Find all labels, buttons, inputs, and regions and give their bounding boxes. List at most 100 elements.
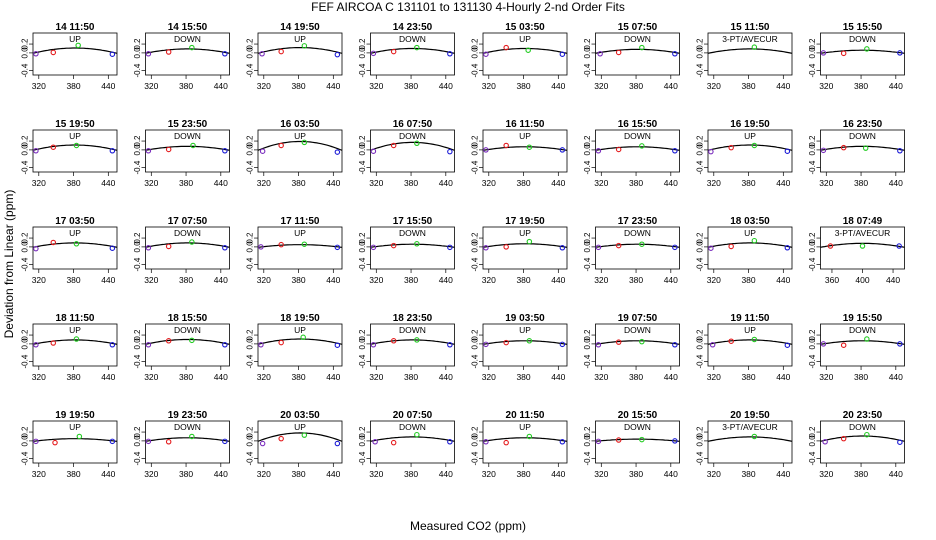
panel-frame <box>32 420 118 464</box>
data-point-top <box>334 149 341 155</box>
data-point-top <box>897 341 903 347</box>
panel-frame <box>370 129 455 173</box>
fit-curve <box>370 47 455 54</box>
data-point-low <box>820 147 827 154</box>
y-tick-label: 0.0 <box>133 241 142 253</box>
data-point-top <box>784 342 791 348</box>
data-point-high <box>864 46 870 52</box>
panel-frame <box>820 129 905 173</box>
data-point-high <box>639 436 645 443</box>
panel-frame <box>257 226 343 270</box>
panel-title: 14 19:50 <box>280 22 320 33</box>
data-point-mid <box>165 49 172 55</box>
x-tick-label: 380 <box>66 178 80 188</box>
y-tick-label: -0.4 <box>471 354 480 368</box>
y-tick-label: -0.4 <box>21 63 30 77</box>
data-point-high <box>414 431 420 438</box>
data-point-low <box>820 50 827 56</box>
y-tick-label: -0.4 <box>358 63 367 77</box>
x-tick-label: 440 <box>664 275 678 285</box>
panel-title: 20 23:50 <box>843 410 883 421</box>
fit-curve <box>145 145 230 151</box>
panel-label: UP <box>744 228 756 238</box>
panel-label: 3-PT/AVECUR <box>722 34 778 44</box>
y-tick-label: 0.0 <box>246 338 255 350</box>
data-point-low <box>33 342 39 348</box>
y-tick-label: 0.0 <box>246 435 255 447</box>
panel-39: 20 19:503-PT/AVECUR -0.4 0.00.2 320 380 440 <box>696 410 793 479</box>
data-point-mid <box>390 142 397 149</box>
x-tick-label: 380 <box>741 469 755 479</box>
data-point-low <box>145 438 152 445</box>
panel-title: 17 19:50 <box>505 216 545 227</box>
x-tick-label: 440 <box>439 178 453 188</box>
x-tick-label: 320 <box>32 81 46 91</box>
data-point-low <box>370 50 377 57</box>
x-tick-label: 440 <box>326 178 340 188</box>
panel-label: UP <box>69 34 81 44</box>
fit-curve <box>145 242 230 248</box>
fit-curve <box>145 338 230 345</box>
panel-frame <box>820 420 905 464</box>
panel-label: UP <box>294 34 306 44</box>
fit-curve <box>32 339 118 345</box>
y-tick-label: 0.0 <box>133 435 142 447</box>
x-tick-label: 380 <box>516 372 530 382</box>
panel-frame <box>257 32 343 76</box>
data-point-high <box>751 44 758 50</box>
data-point-mid <box>503 339 509 346</box>
y-tick-label: 0.2 <box>808 426 817 438</box>
x-tick-label: 440 <box>101 275 115 285</box>
panel-frame <box>145 420 230 464</box>
x-tick-label: 380 <box>404 275 418 285</box>
data-point-high <box>73 241 80 247</box>
fit-curve <box>482 146 568 151</box>
fit-curve <box>595 438 680 442</box>
data-point-high <box>189 44 195 51</box>
data-point-high <box>73 142 80 149</box>
panel-title: 18 15:50 <box>168 313 208 324</box>
y-tick-label: 0.0 <box>133 47 142 59</box>
panel-title: 15 23:50 <box>168 119 208 130</box>
data-point-high <box>189 433 195 440</box>
y-tick-label: 0.0 <box>696 435 705 447</box>
data-point-high <box>76 433 83 440</box>
x-tick-label: 320 <box>819 81 833 91</box>
panel-title: 19 11:50 <box>731 313 770 324</box>
y-tick-label: 0.2 <box>133 135 142 147</box>
y-tick-label: -0.4 <box>358 451 367 465</box>
fit-curve <box>595 48 680 54</box>
panel-label: DOWN <box>174 131 201 141</box>
panel-title: 18 03:50 <box>730 216 770 227</box>
x-tick-label: 380 <box>179 275 193 285</box>
x-tick-label: 320 <box>144 81 158 91</box>
panel-title: 19 03:50 <box>505 313 545 324</box>
y-tick-label: 0.2 <box>246 329 255 341</box>
x-tick-label: 440 <box>214 372 228 382</box>
panel-frame <box>145 323 230 367</box>
data-point-mid <box>50 239 57 246</box>
y-tick-label: 0.0 <box>471 338 480 350</box>
panel-title: 20 03:50 <box>280 410 320 421</box>
y-tick-label: 0.2 <box>358 38 367 50</box>
y-tick-label: 0.2 <box>696 329 705 341</box>
data-point-high <box>414 44 420 51</box>
x-tick-label: 440 <box>889 372 903 382</box>
y-tick-label: 0.2 <box>808 135 817 147</box>
y-tick-label: 0.0 <box>583 338 592 350</box>
panel-label: UP <box>519 325 531 335</box>
y-tick-label: 0.0 <box>696 144 705 156</box>
x-tick-label: 440 <box>889 81 903 91</box>
y-tick-label: 0.0 <box>246 241 255 253</box>
y-tick-label: -0.4 <box>696 63 705 77</box>
x-tick-label: 320 <box>32 469 46 479</box>
panel-frame <box>482 32 568 76</box>
panel-title: 19 07:50 <box>618 313 658 324</box>
y-tick-label: 0.0 <box>696 338 705 350</box>
